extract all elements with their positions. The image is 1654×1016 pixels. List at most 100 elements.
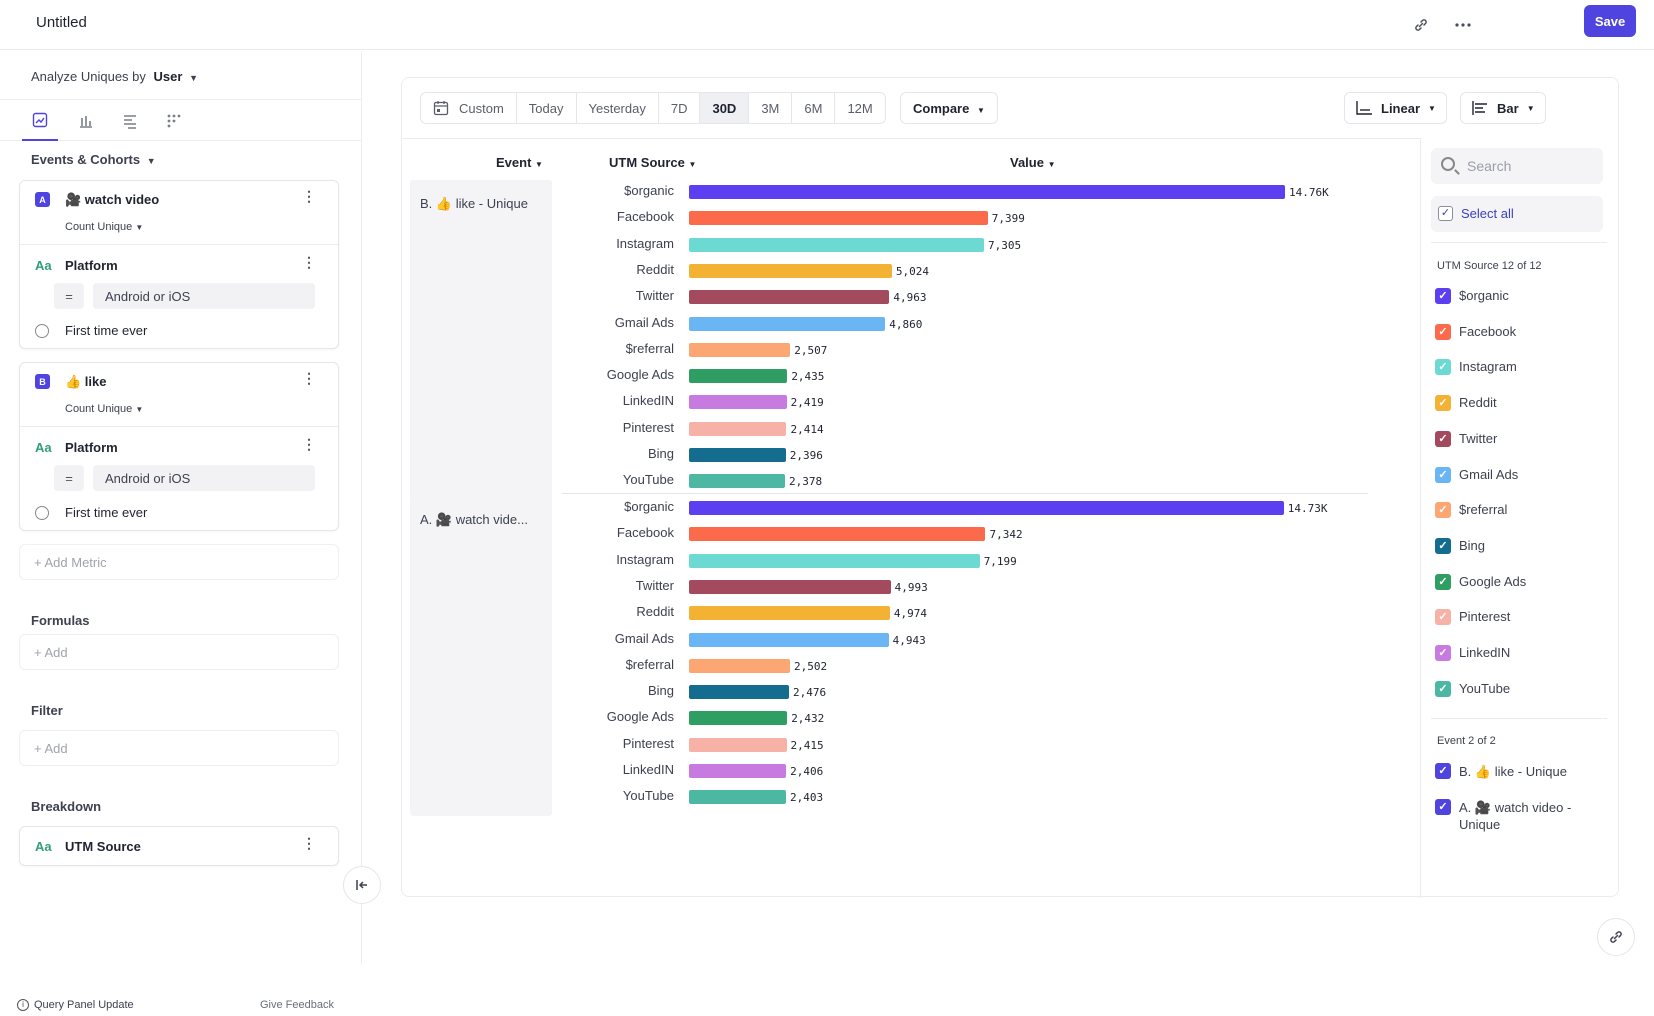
operator-select[interactable]: = <box>54 465 84 491</box>
bar[interactable] <box>689 527 986 542</box>
add-formula-button[interactable]: + Add <box>19 634 339 670</box>
add-filter-button[interactable]: + Add <box>19 730 339 766</box>
range-3m[interactable]: 3M <box>749 93 793 123</box>
bar[interactable] <box>689 553 980 568</box>
share-link-button[interactable] <box>1597 918 1635 956</box>
breakdown-card[interactable]: Aa UTM Source ⋮ <box>19 826 339 866</box>
legend-event-item[interactable]: ✓ B. 👍 like - Unique <box>1435 763 1595 780</box>
legend-source-item[interactable]: ✓ Reddit <box>1435 395 1497 412</box>
bar[interactable] <box>689 658 791 673</box>
event-group-label[interactable]: B. 👍 like - Unique <box>420 196 528 211</box>
source-column-header[interactable]: UTM Source ▼ <box>609 155 696 170</box>
bar[interactable] <box>689 501 1284 515</box>
collapse-panel-button[interactable] <box>343 866 381 904</box>
metric-event-name[interactable]: 🎥 watch video <box>65 192 160 207</box>
range-7d[interactable]: 7D <box>659 93 701 123</box>
kebab-icon[interactable]: ⋮ <box>302 436 316 452</box>
legend-panel: Search ✓ Select all UTM Source 12 of 12 … <box>1420 138 1618 898</box>
time-rule[interactable]: First time ever <box>65 505 148 520</box>
events-heading[interactable]: Events & Cohorts ▼ <box>31 152 156 167</box>
analyze-by[interactable]: Analyze Uniques by User ▼ <box>31 69 198 84</box>
bar[interactable] <box>689 395 787 410</box>
filter-property[interactable]: Platform <box>65 258 118 273</box>
range-12m[interactable]: 12M <box>847 100 873 116</box>
range-yesterday[interactable]: Yesterday <box>577 93 659 123</box>
kebab-icon[interactable]: ⋮ <box>302 188 316 204</box>
event-group: A. 🎥 watch vide... <box>410 496 552 816</box>
bar[interactable] <box>689 474 786 489</box>
bar[interactable] <box>689 685 789 700</box>
bar[interactable] <box>689 606 890 621</box>
measure-select[interactable]: Count Unique ▼ <box>65 403 143 415</box>
range-30d[interactable]: 30D <box>700 93 750 123</box>
legend-source-item[interactable]: ✓ LinkedIN <box>1435 645 1510 661</box>
more-icon[interactable] <box>1450 12 1476 38</box>
flow-icon[interactable] <box>112 100 148 141</box>
save-button[interactable]: Save <box>1584 5 1636 37</box>
bar[interactable] <box>689 764 787 778</box>
grid-icon[interactable] <box>156 100 192 141</box>
bar-category-label: Instagram <box>616 235 674 251</box>
filter-value[interactable]: Android or iOS <box>93 283 315 309</box>
value-column-header[interactable]: Value ▼ <box>1010 155 1056 170</box>
bar[interactable] <box>689 290 890 305</box>
legend-source-item[interactable]: ✓ Instagram <box>1435 359 1517 376</box>
kebab-icon[interactable]: ⋮ <box>302 835 316 851</box>
metric-event-name[interactable]: 👍 like <box>65 374 107 389</box>
chart-type-select[interactable]: Bar ▼ <box>1460 92 1546 124</box>
filter-value[interactable]: Android or iOS <box>93 465 315 491</box>
legend-source-item[interactable]: ✓ $organic <box>1435 288 1509 304</box>
bar[interactable] <box>689 342 791 357</box>
kebab-icon[interactable]: ⋮ <box>302 254 316 270</box>
compare-button[interactable]: Compare ▼ <box>900 92 998 124</box>
measure-select[interactable]: Count Unique ▼ <box>65 221 143 233</box>
query-panel-update-link[interactable]: Query Panel Update <box>34 999 134 1011</box>
legend-source-item[interactable]: ✓ Facebook <box>1435 323 1516 340</box>
range-custom[interactable]: Custom <box>421 93 517 123</box>
time-rule[interactable]: First time ever <box>65 323 148 338</box>
bar[interactable] <box>689 263 892 278</box>
bar-category-label: Instagram <box>616 551 674 567</box>
legend-source-item[interactable]: ✓ YouTube <box>1435 680 1510 697</box>
query-panel: Analyze Uniques by User ▼ Events & Cohor… <box>0 51 362 1011</box>
legend-source-item[interactable]: ✓ Bing <box>1435 537 1485 554</box>
kebab-icon[interactable]: ⋮ <box>302 370 316 386</box>
legend-source-item[interactable]: ✓ $referral <box>1435 502 1507 519</box>
bar[interactable] <box>689 579 891 594</box>
select-all-toggle[interactable]: ✓ Select all <box>1431 196 1603 232</box>
bar[interactable] <box>689 185 1285 199</box>
scale-select[interactable]: Linear ▼ <box>1344 92 1447 124</box>
bar[interactable] <box>689 421 787 436</box>
event-legend-heading: Event 2 of 2 <box>1437 735 1496 747</box>
report-title[interactable]: Untitled <box>36 14 87 31</box>
legend-source-item[interactable]: ✓ Pinterest <box>1435 609 1510 626</box>
event-group-label[interactable]: A. 🎥 watch vide... <box>420 512 528 527</box>
bar[interactable] <box>689 737 787 752</box>
bar[interactable] <box>689 316 886 331</box>
bar[interactable] <box>689 448 786 462</box>
legend-event-item[interactable]: ✓ A. 🎥 watch video - Unique <box>1435 799 1595 833</box>
legend-search-input[interactable]: Search <box>1431 148 1603 184</box>
view-tabs <box>0 99 361 141</box>
bar[interactable] <box>689 237 984 252</box>
operator-select[interactable]: = <box>54 283 84 309</box>
range-today[interactable]: Today <box>517 93 577 123</box>
add-metric-button[interactable]: + Add Metric <box>19 544 339 580</box>
insights-icon[interactable] <box>22 100 58 141</box>
bar[interactable] <box>689 711 788 726</box>
bar-icon[interactable] <box>68 100 104 141</box>
bar[interactable] <box>689 211 988 226</box>
legend-source-item[interactable]: ✓ Gmail Ads <box>1435 466 1518 483</box>
bar[interactable] <box>689 369 788 384</box>
link-icon[interactable] <box>1408 12 1434 38</box>
event-column-header[interactable]: Event ▼ <box>496 155 543 170</box>
legend-source-item[interactable]: ✓ Twitter <box>1435 430 1497 447</box>
filter-property[interactable]: Platform <box>65 440 118 455</box>
bar[interactable] <box>689 632 889 647</box>
bar[interactable] <box>689 790 787 805</box>
divider <box>20 244 338 245</box>
give-feedback-link[interactable]: Give Feedback <box>260 999 334 1011</box>
range-6m[interactable]: 6M <box>792 93 836 123</box>
legend-source-item[interactable]: ✓ Google Ads <box>1435 573 1526 590</box>
event-group: B. 👍 like - Unique <box>410 180 552 500</box>
